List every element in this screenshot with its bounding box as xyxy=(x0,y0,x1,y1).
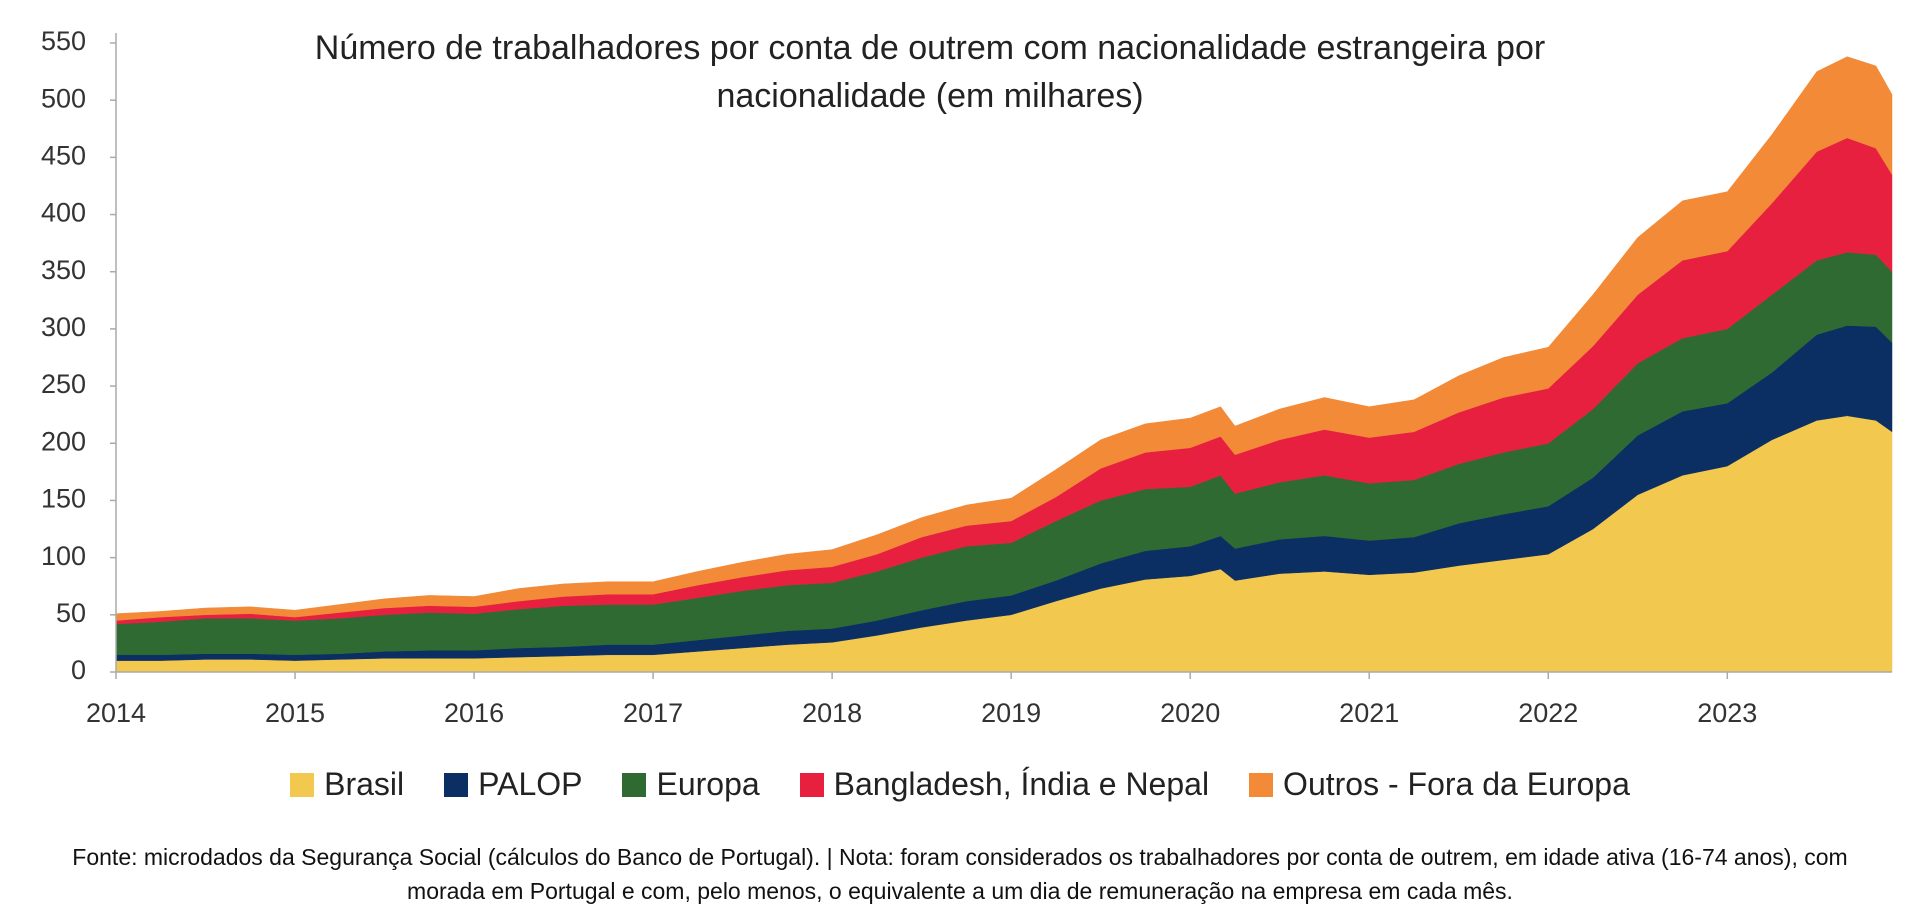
x-tick-label: 2021 xyxy=(1339,698,1399,728)
y-tick-label: 250 xyxy=(41,369,86,399)
x-tick-label: 2019 xyxy=(981,698,1041,728)
legend-swatch xyxy=(444,772,469,797)
area xyxy=(115,56,1893,621)
y-tick-label: 350 xyxy=(41,255,86,285)
y-tick-label: 500 xyxy=(41,83,86,113)
x-tick-label: 2023 xyxy=(1697,698,1757,728)
legend-label: Outros - Fora da Europa xyxy=(1283,766,1630,802)
legend-item: Bangladesh, Índia e Nepal xyxy=(799,766,1210,803)
x-tick-label: 2018 xyxy=(802,698,862,728)
legend-label: Europa xyxy=(656,766,760,802)
y-tick-label: 200 xyxy=(41,426,86,456)
legend-label: Bangladesh, Índia e Nepal xyxy=(833,766,1210,802)
legend-swatch xyxy=(799,772,824,797)
y-tick-label: 100 xyxy=(41,541,86,571)
legend-label: Brasil xyxy=(324,766,405,802)
chart: 0 50 100 150 200 250 300 350 400 450 500 550 2014 201… xyxy=(41,26,1893,728)
x-tick-label: 2014 xyxy=(86,698,146,728)
x-tick-label: 2017 xyxy=(623,698,683,728)
y-tick-label: 50 xyxy=(56,598,86,628)
legend-item: Outros - Fora da Europa xyxy=(1249,766,1630,803)
legend-swatch xyxy=(622,772,647,797)
legend: Brasil PALOP Europa Bangladesh, Índia e Nep… xyxy=(0,766,1920,803)
y-tick-label: 550 xyxy=(41,26,86,56)
chart-title: Número de trabalhadores por conta de out… xyxy=(314,29,1546,115)
x-tick-label: 2016 xyxy=(444,698,504,728)
y-tick-label: 0 xyxy=(71,655,86,685)
x-tick-label: 2020 xyxy=(1160,698,1220,728)
y-tick-label: 150 xyxy=(41,484,86,514)
legend-swatch xyxy=(290,772,315,797)
x-tick-label: 2022 xyxy=(1518,698,1578,728)
legend-label: PALOP xyxy=(478,766,583,802)
legend-item: Europa xyxy=(622,766,760,803)
y-tick-label: 450 xyxy=(41,140,86,170)
x-tick-label: 2015 xyxy=(265,698,325,728)
y-tick-label: 400 xyxy=(41,198,86,228)
legend-item: PALOP xyxy=(444,766,582,803)
source-note: Fonte: microdados da Segurança Social (c… xyxy=(72,844,1848,904)
legend-swatch xyxy=(1249,772,1274,797)
legend-item: Brasil xyxy=(290,766,404,803)
y-tick-label: 300 xyxy=(41,312,86,342)
